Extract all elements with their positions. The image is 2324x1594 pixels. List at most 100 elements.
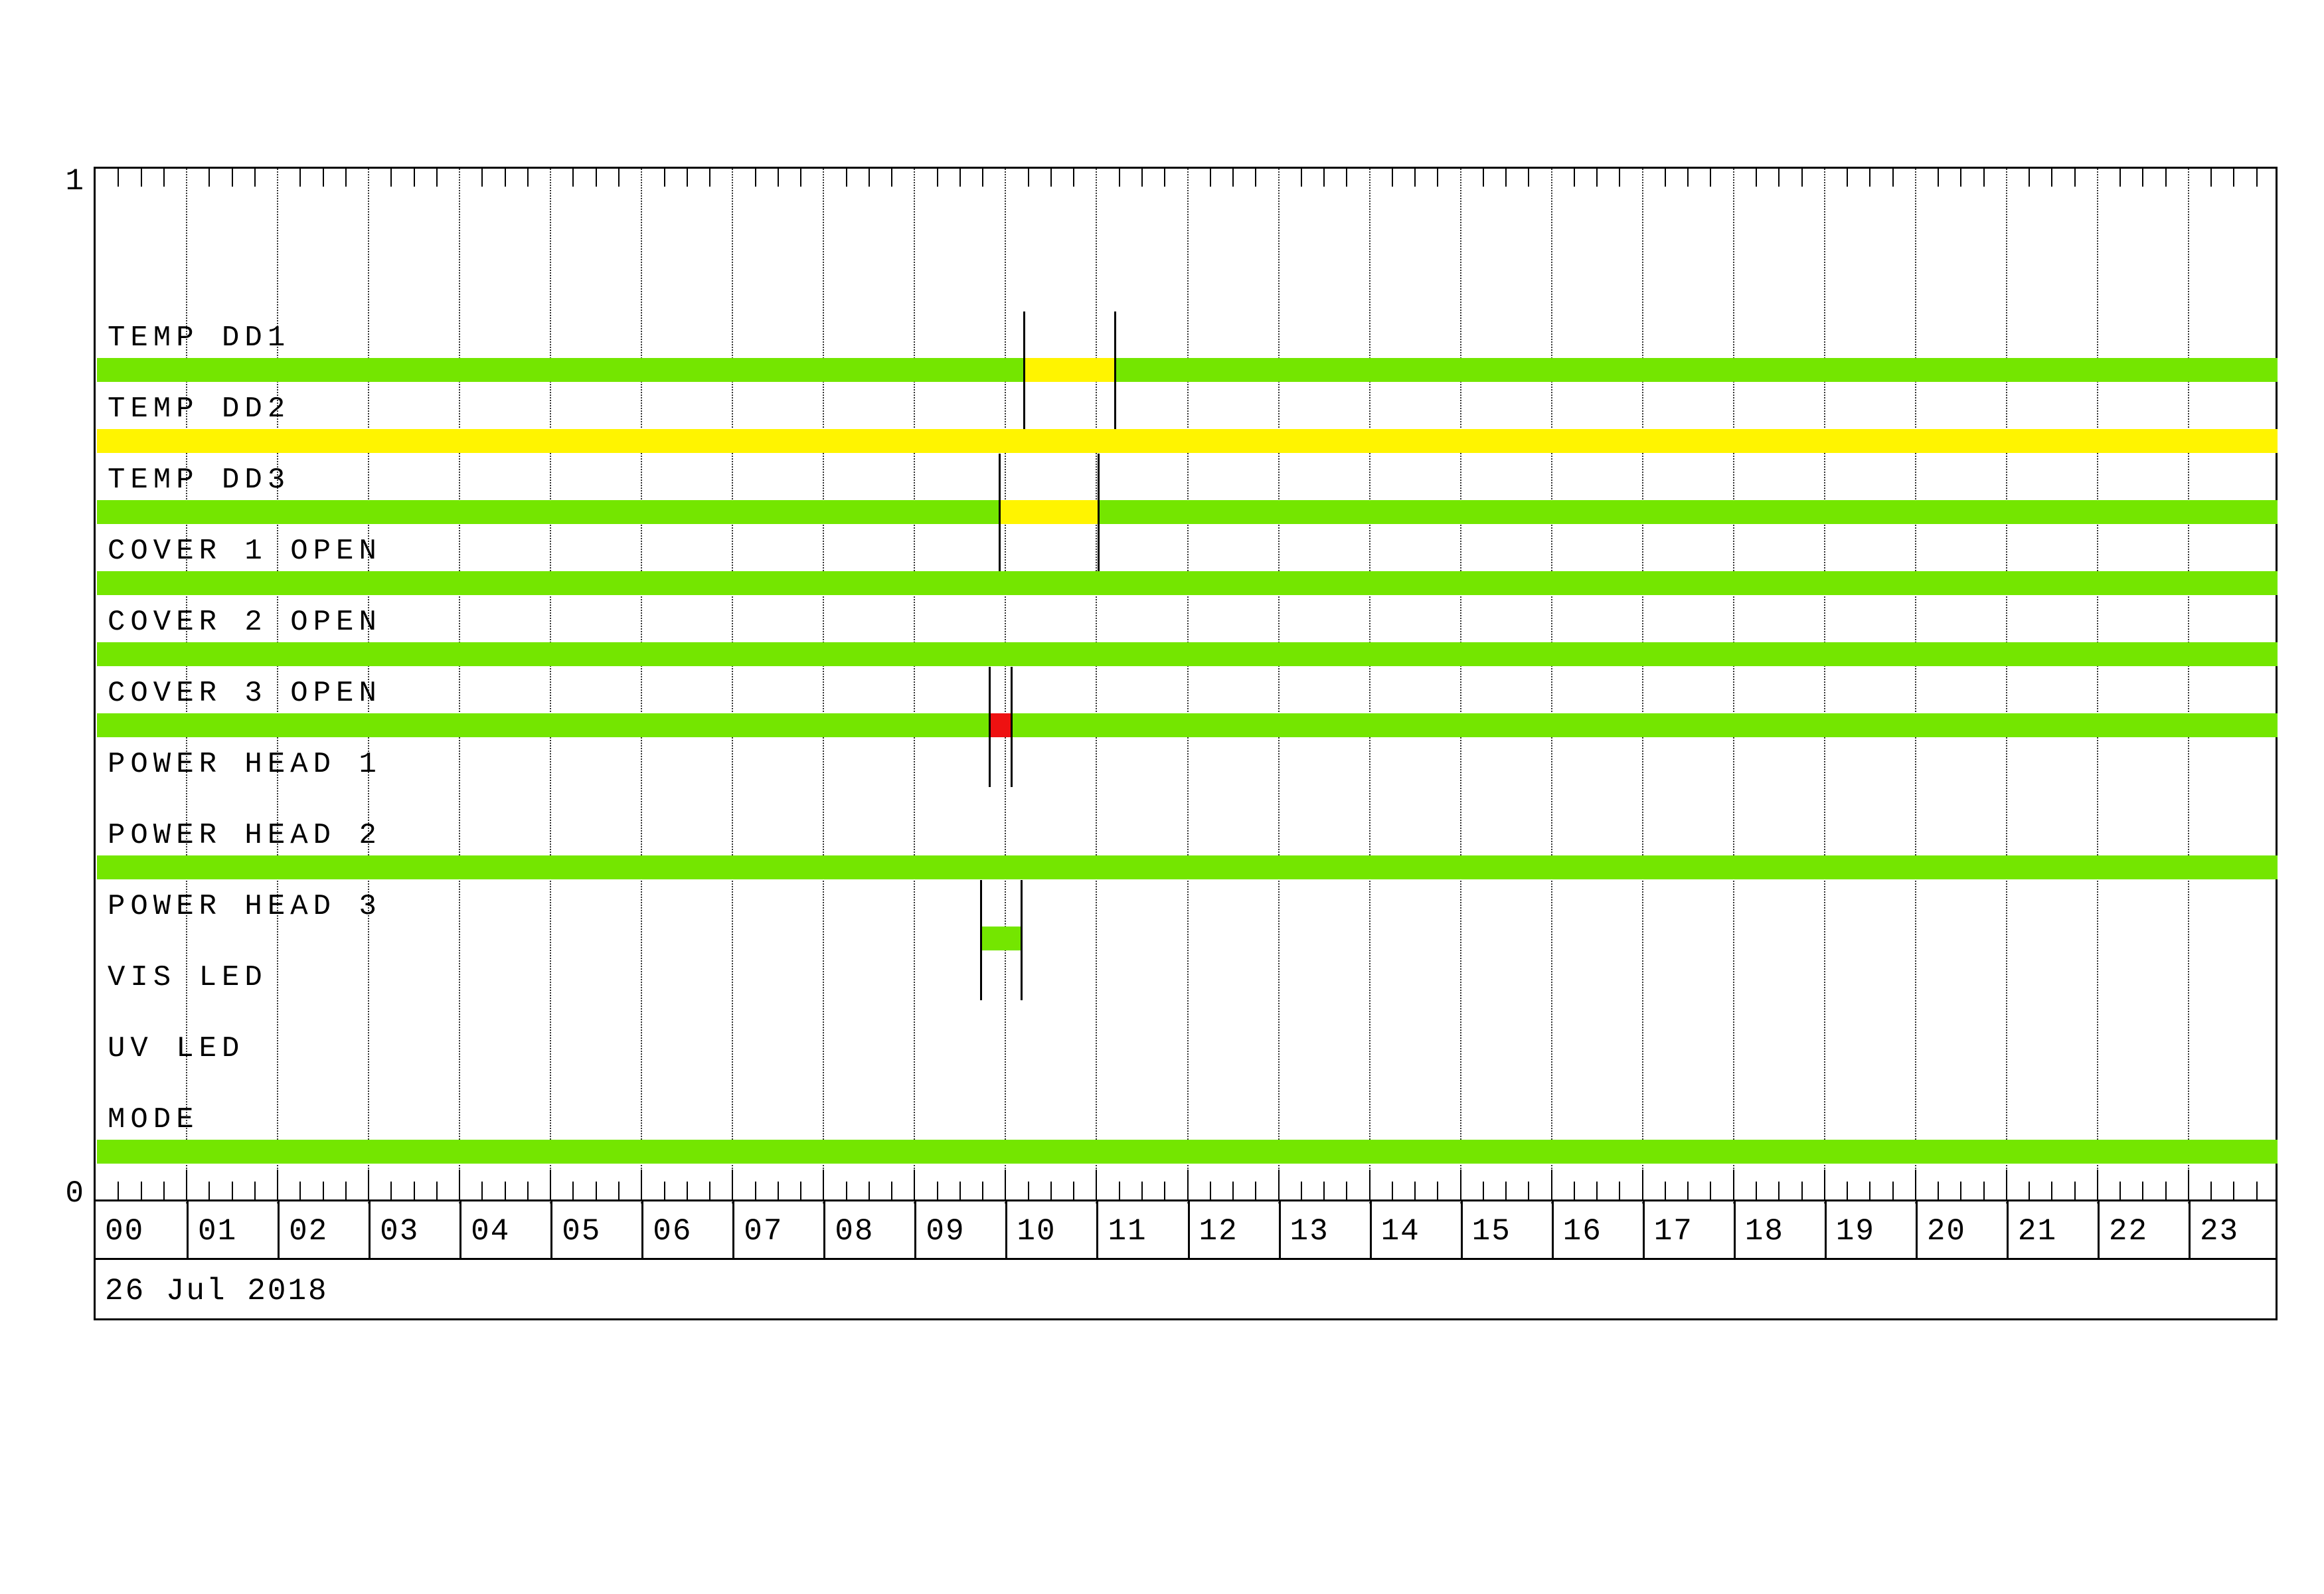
minor-tick-bottom xyxy=(959,1182,961,1201)
hour-label: 06 xyxy=(653,1214,693,1249)
row-label-cover-3-open: COVER 3 OPEN xyxy=(108,677,382,710)
hour-label: 20 xyxy=(1926,1214,1967,1249)
minor-tick-bottom xyxy=(208,1182,210,1201)
minor-tick-top xyxy=(1960,169,1962,187)
hour-label: 22 xyxy=(2108,1214,2149,1249)
hour-gridline xyxy=(1459,169,1461,1203)
status-bar-segment-green xyxy=(1114,358,2278,382)
minor-tick-top xyxy=(1528,169,1530,187)
event-marker-line xyxy=(1114,311,1116,432)
status-bar-segment-green xyxy=(97,713,989,737)
minor-tick-top xyxy=(2165,169,2167,187)
hour-cell-04: 04 xyxy=(459,1201,550,1258)
row-label-cover-2-open: COVER 2 OPEN xyxy=(108,606,382,639)
minor-tick-top xyxy=(891,169,893,187)
hour-gridline xyxy=(1641,169,1643,1203)
hour-label: 01 xyxy=(198,1214,238,1249)
hour-gridline xyxy=(2005,169,2007,1203)
minor-tick-bottom xyxy=(2233,1182,2235,1201)
minor-tick-bottom xyxy=(1482,1182,1484,1201)
hour-tick-bottom xyxy=(1096,1170,1098,1201)
hour-cell-08: 08 xyxy=(823,1201,914,1258)
hour-cell-23: 23 xyxy=(2188,1201,2280,1258)
hour-cell-16: 16 xyxy=(1551,1201,1643,1258)
status-bar-segment-green xyxy=(97,642,2278,666)
hour-cell-01: 01 xyxy=(187,1201,278,1258)
minor-tick-bottom xyxy=(709,1182,711,1201)
minor-tick-top xyxy=(2029,169,2031,187)
row-label-temp-dd2: TEMP DD2 xyxy=(108,393,291,426)
hour-label: 17 xyxy=(1653,1214,1693,1249)
hour-tick-bottom xyxy=(1278,1170,1280,1201)
minor-tick-top xyxy=(1414,169,1416,187)
minor-tick-bottom xyxy=(481,1182,483,1201)
minor-tick-bottom xyxy=(390,1182,392,1201)
minor-tick-top xyxy=(140,169,142,187)
hour-tick-bottom xyxy=(1732,1170,1734,1201)
minor-tick-bottom xyxy=(1573,1182,1575,1201)
minor-tick-top xyxy=(1346,169,1348,187)
hour-tick-bottom xyxy=(1914,1170,1916,1201)
status-bar-segment-red xyxy=(989,713,1011,737)
hour-cell-02: 02 xyxy=(278,1201,369,1258)
minor-tick-top xyxy=(1050,169,1052,187)
minor-tick-top xyxy=(1391,169,1393,187)
hour-label: 02 xyxy=(289,1214,329,1249)
hour-tick-bottom xyxy=(641,1170,643,1201)
minor-tick-bottom xyxy=(1756,1182,1757,1201)
hour-tick-bottom xyxy=(2005,1170,2007,1201)
minor-tick-top xyxy=(845,169,847,187)
status-bar-segment-green xyxy=(97,571,2278,595)
hour-tick-bottom xyxy=(1641,1170,1643,1201)
minor-tick-bottom xyxy=(1141,1182,1143,1201)
status-bar-segment-green xyxy=(97,855,2278,879)
minor-tick-top xyxy=(2119,169,2121,187)
plot-area: TEMP DD1 TEMP DD2 TEMP DD3 COVER 1 OPEN COVE… xyxy=(94,167,2278,1203)
minor-tick-bottom xyxy=(1323,1182,1325,1201)
hour-gridline xyxy=(1732,169,1734,1203)
row-label-power-head-1: POWER HEAD 1 xyxy=(108,748,382,781)
minor-tick-bottom xyxy=(982,1182,984,1201)
minor-tick-bottom xyxy=(254,1182,256,1201)
minor-tick-bottom xyxy=(1687,1182,1689,1201)
minor-tick-bottom xyxy=(527,1182,529,1201)
minor-tick-bottom xyxy=(1414,1182,1416,1201)
hour-gridline xyxy=(1278,169,1280,1203)
minor-tick-top xyxy=(118,169,120,187)
hour-cell-22: 22 xyxy=(2097,1201,2189,1258)
status-bar-segment-green xyxy=(97,1140,2278,1164)
minor-tick-top xyxy=(777,169,779,187)
minor-tick-top xyxy=(208,169,210,187)
minor-tick-bottom xyxy=(1778,1182,1780,1201)
hour-cell-06: 06 xyxy=(641,1201,732,1258)
hour-tick-bottom xyxy=(1369,1170,1370,1201)
minor-tick-bottom xyxy=(868,1182,870,1201)
minor-tick-bottom xyxy=(686,1182,688,1201)
minor-tick-top xyxy=(1596,169,1598,187)
hour-label: 11 xyxy=(1108,1214,1147,1249)
minor-tick-top xyxy=(390,169,392,187)
hour-cell-11: 11 xyxy=(1096,1201,1187,1258)
hour-tick-bottom xyxy=(914,1170,916,1201)
minor-tick-top xyxy=(1255,169,1257,187)
hour-cell-05: 05 xyxy=(550,1201,641,1258)
row-label-uv-led: UV LED xyxy=(108,1032,245,1065)
hour-cell-21: 21 xyxy=(2006,1201,2098,1258)
hour-label: 14 xyxy=(1380,1214,1420,1249)
hour-label: 13 xyxy=(1289,1214,1329,1249)
minor-tick-bottom xyxy=(140,1182,142,1201)
event-marker-line xyxy=(1098,454,1100,574)
minor-tick-top xyxy=(618,169,620,187)
x-axis-date-band: 26 Jul 2018 xyxy=(94,1260,2278,1320)
hour-tick-bottom xyxy=(550,1170,552,1201)
minor-tick-top xyxy=(686,169,688,187)
hour-cell-12: 12 xyxy=(1187,1201,1279,1258)
hour-gridline xyxy=(1187,169,1189,1203)
status-bar-segment-yellow xyxy=(1023,358,1115,382)
row-label-mode: MODE xyxy=(108,1103,199,1136)
event-marker-line xyxy=(1023,311,1025,432)
minor-tick-bottom xyxy=(1528,1182,1530,1201)
status-bar-segment-yellow xyxy=(999,500,1099,524)
hour-cell-09: 09 xyxy=(914,1201,1005,1258)
minor-tick-bottom xyxy=(1027,1182,1029,1201)
